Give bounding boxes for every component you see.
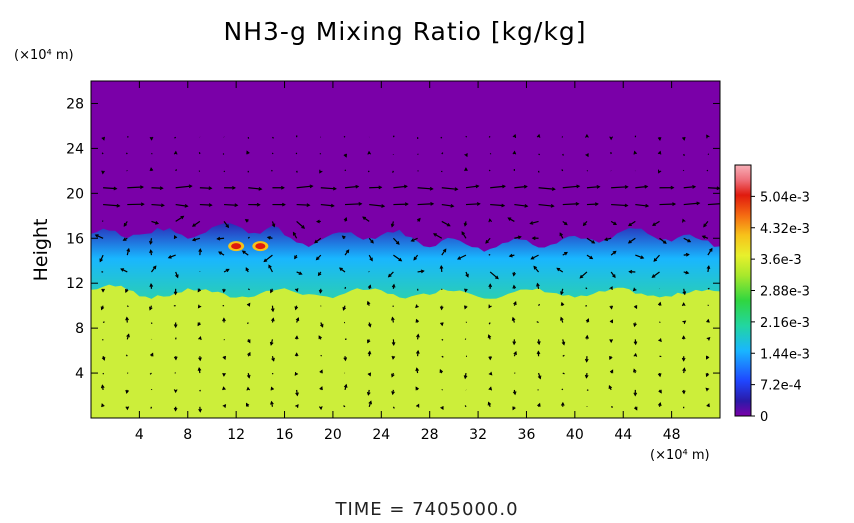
velocity-arrow [103, 322, 104, 323]
lower-layer [91, 285, 720, 418]
velocity-arrow [562, 389, 563, 390]
y-tick-label: 16 [66, 231, 84, 247]
colorbar-tick-label: 7.2e-4 [760, 379, 802, 394]
velocity-arrow [489, 137, 490, 138]
colorbar-tick-label: 1.44e-3 [760, 347, 810, 362]
velocity-arrow [151, 153, 152, 154]
y-axis-label: Height [30, 219, 52, 282]
velocity-arrow [393, 171, 394, 173]
velocity-arrow [297, 171, 298, 173]
colorbar [735, 165, 751, 416]
x-tick-label: 4 [135, 427, 144, 443]
velocity-arrow [563, 204, 579, 205]
velocity-arrow [442, 339, 443, 340]
x-tick-label: 48 [663, 427, 681, 443]
colorbar-tick-label: 2.88e-3 [760, 285, 810, 300]
velocity-arrow [563, 154, 564, 156]
velocity-arrow [175, 137, 176, 138]
hotspot-core [255, 243, 265, 249]
x-tick-label: 12 [227, 427, 245, 443]
colorbar-tick-label: 3.6e-3 [760, 253, 802, 268]
velocity-arrow [127, 137, 128, 138]
velocity-arrow [321, 355, 322, 356]
x-axis-unit: (×10⁴ m) [650, 448, 710, 463]
velocity-arrow [466, 136, 467, 137]
chart-title: NH3-g Mixing Ratio [kg/kg] [224, 17, 587, 46]
x-tick-label: 8 [183, 427, 192, 443]
velocity-arrow [660, 322, 661, 323]
plot-area [91, 81, 723, 418]
velocity-arrow [393, 306, 394, 307]
velocity-arrow [297, 205, 310, 206]
velocity-arrow [126, 153, 127, 154]
velocity-arrow [707, 170, 708, 171]
x-tick-label: 24 [372, 427, 390, 443]
y-tick-label: 8 [75, 321, 84, 337]
velocity-arrow [418, 204, 434, 205]
velocity-arrow [345, 204, 361, 205]
velocity-arrow [466, 204, 480, 205]
velocity-arrow [176, 169, 177, 170]
velocity-arrow [127, 187, 143, 188]
velocity-arrow [200, 205, 212, 206]
velocity-arrow [563, 373, 565, 374]
velocity-arrow [708, 305, 709, 306]
velocity-arrow [684, 154, 685, 156]
colorbar-tick-label: 2.16e-3 [760, 316, 810, 331]
velocity-arrow [224, 171, 225, 172]
velocity-arrow [489, 255, 490, 256]
velocity-arrow [465, 405, 466, 406]
velocity-arrow [126, 355, 127, 356]
colorbar-ticks: 0 7.2e-4 1.44e-3 2.16e-3 2.88e-3 3.6e-3 4.32e-… [751, 190, 810, 425]
hotspot-core [231, 243, 241, 249]
velocity-arrow [562, 170, 563, 171]
x-tick-label: 32 [469, 427, 487, 443]
velocity-arrow [586, 288, 587, 289]
velocity-arrow [539, 154, 540, 155]
velocity-arrow [489, 170, 490, 171]
velocity-arrow [537, 322, 539, 323]
y-tick-label: 4 [75, 366, 84, 382]
y-axis-unit: (×10⁴ m) [14, 48, 74, 63]
velocity-arrow [127, 306, 128, 307]
velocity-arrow [103, 339, 104, 340]
velocity-arrow [441, 137, 442, 138]
x-tick-label: 40 [566, 427, 584, 443]
velocity-arrow [368, 171, 369, 172]
velocity-arrow [539, 304, 540, 306]
velocity-arrow [345, 170, 346, 171]
x-tick-label: 16 [276, 427, 294, 443]
x-tick-label: 28 [421, 427, 439, 443]
velocity-arrow [320, 154, 321, 155]
y-tick-label: 12 [66, 276, 84, 292]
velocity-arrow [490, 153, 491, 154]
y-tick-label: 24 [66, 141, 84, 157]
time-label: TIME = 7405000.0 [334, 499, 518, 519]
y-tick-label: 28 [66, 96, 84, 112]
velocity-arrow [248, 289, 249, 290]
velocity-arrow [344, 136, 345, 137]
velocity-arrow [393, 407, 394, 409]
velocity-arrow [224, 205, 237, 206]
velocity-arrow [272, 137, 273, 138]
velocity-arrow-head [720, 202, 723, 205]
colorbar-tick-label: 5.04e-3 [760, 190, 810, 205]
velocity-arrow [563, 355, 565, 356]
x-tick-label: 20 [324, 427, 342, 443]
y-tick-label: 20 [66, 186, 84, 202]
velocity-arrow [102, 221, 103, 222]
velocity-arrow [151, 407, 152, 409]
colorbar-tick-label: 4.32e-3 [760, 222, 810, 237]
x-tick-label: 36 [518, 427, 536, 443]
x-tick-label: 44 [614, 427, 632, 443]
velocity-arrow [393, 136, 394, 137]
velocity-arrow [102, 153, 103, 154]
velocity-arrow [660, 204, 676, 205]
colorbar-tick-label: 0 [760, 410, 768, 425]
velocity-arrow [248, 323, 249, 324]
